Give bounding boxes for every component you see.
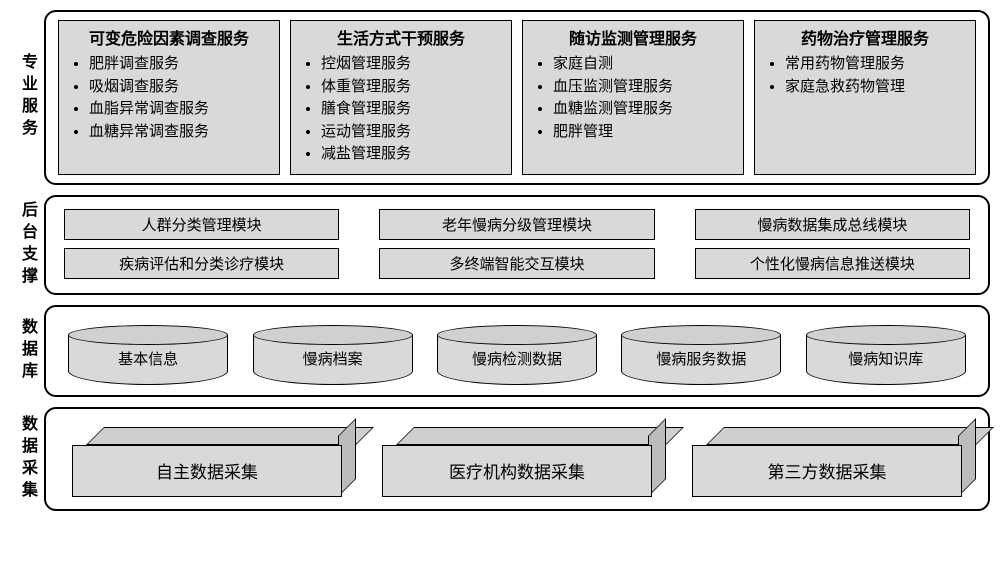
backend-module: 人群分类管理模块 — [64, 209, 339, 240]
services-body: 可变危险因素调查服务 肥胖调查服务 吸烟调查服务 血脂异常调查服务 血糖异常调查… — [44, 10, 990, 185]
collection-body: 自主数据采集 医疗机构数据采集 第三方数据采集 — [44, 407, 990, 511]
database-body: 基本信息 慢病档案 慢病检测数据 慢病服务数据 慢病知识库 — [44, 305, 990, 397]
panel-item: 减盐管理服务 — [321, 143, 503, 166]
backend-body: 人群分类管理模块 老年慢病分级管理模块 慢病数据集成总线模块 疾病评估和分类诊疗… — [44, 195, 990, 295]
cylinder-top-icon — [806, 325, 966, 345]
cylinder-top-icon — [253, 325, 413, 345]
panel-title: 可变危险因素调查服务 — [67, 25, 271, 49]
slab-label: 医疗机构数据采集 — [382, 445, 652, 497]
panel-item: 肥胖调查服务 — [89, 53, 271, 76]
service-panel: 可变危险因素调查服务 肥胖调查服务 吸烟调查服务 血脂异常调查服务 血糖异常调查… — [58, 20, 280, 175]
db-cylinder: 慢病检测数据 — [437, 325, 597, 385]
panel-title: 随访监测管理服务 — [531, 25, 735, 49]
cylinder-top-icon — [437, 325, 597, 345]
panel-item: 吸烟调查服务 — [89, 76, 271, 99]
collection-slab: 医疗机构数据采集 — [382, 427, 652, 497]
panel-item: 血糖监测管理服务 — [553, 98, 735, 121]
panel-item: 血脂异常调查服务 — [89, 98, 271, 121]
section-label-collection: 数据采集 — [10, 407, 44, 511]
collection-slabs: 自主数据采集 医疗机构数据采集 第三方数据采集 — [58, 417, 976, 501]
service-panel: 生活方式干预服务 控烟管理服务 体重管理服务 膳食管理服务 运动管理服务 减盐管… — [290, 20, 512, 175]
panel-title: 药物治疗管理服务 — [763, 25, 967, 49]
cylinder-top-icon — [68, 325, 228, 345]
service-panel: 药物治疗管理服务 常用药物管理服务 家庭急救药物管理 — [754, 20, 976, 175]
panel-list: 控烟管理服务 体重管理服务 膳食管理服务 运动管理服务 减盐管理服务 — [299, 53, 503, 166]
panel-list: 常用药物管理服务 家庭急救药物管理 — [763, 53, 967, 98]
section-database: 数据库 基本信息 慢病档案 慢病检测数据 慢病服务数据 慢病知识库 — [10, 305, 990, 397]
db-cylinder: 慢病档案 — [253, 325, 413, 385]
panel-item: 常用药物管理服务 — [785, 53, 967, 76]
panel-list: 家庭自测 血压监测管理服务 血糖监测管理服务 肥胖管理 — [531, 53, 735, 143]
service-panel: 随访监测管理服务 家庭自测 血压监测管理服务 血糖监测管理服务 肥胖管理 — [522, 20, 744, 175]
collection-slab: 第三方数据采集 — [692, 427, 962, 497]
panel-item: 膳食管理服务 — [321, 98, 503, 121]
slab-label: 自主数据采集 — [72, 445, 342, 497]
panel-item: 家庭自测 — [553, 53, 735, 76]
backend-module: 老年慢病分级管理模块 — [379, 209, 654, 240]
panel-item: 肥胖管理 — [553, 121, 735, 144]
section-label-backend: 后台支撑 — [10, 195, 44, 295]
cylinder-top-icon — [621, 325, 781, 345]
panel-item: 控烟管理服务 — [321, 53, 503, 76]
section-label-database: 数据库 — [10, 305, 44, 397]
db-cylinder: 慢病服务数据 — [621, 325, 781, 385]
backend-module: 个性化慢病信息推送模块 — [695, 248, 970, 279]
db-cylinder: 慢病知识库 — [806, 325, 966, 385]
backend-module: 疾病评估和分类诊疗模块 — [64, 248, 339, 279]
db-cylinder: 基本信息 — [68, 325, 228, 385]
panel-item: 运动管理服务 — [321, 121, 503, 144]
service-panels: 可变危险因素调查服务 肥胖调查服务 吸烟调查服务 血脂异常调查服务 血糖异常调查… — [58, 20, 976, 175]
section-backend: 后台支撑 人群分类管理模块 老年慢病分级管理模块 慢病数据集成总线模块 疾病评估… — [10, 195, 990, 295]
collection-slab: 自主数据采集 — [72, 427, 342, 497]
slab-top-icon — [396, 427, 684, 445]
panel-list: 肥胖调查服务 吸烟调查服务 血脂异常调查服务 血糖异常调查服务 — [67, 53, 271, 143]
backend-module: 慢病数据集成总线模块 — [695, 209, 970, 240]
panel-item: 体重管理服务 — [321, 76, 503, 99]
backend-modules: 人群分类管理模块 老年慢病分级管理模块 慢病数据集成总线模块 疾病评估和分类诊疗… — [58, 205, 976, 283]
panel-item: 血压监测管理服务 — [553, 76, 735, 99]
backend-module: 多终端智能交互模块 — [379, 248, 654, 279]
panel-item: 血糖异常调查服务 — [89, 121, 271, 144]
section-services: 专业服务 可变危险因素调查服务 肥胖调查服务 吸烟调查服务 血脂异常调查服务 血… — [10, 10, 990, 185]
section-collection: 数据采集 自主数据采集 医疗机构数据采集 第三方数据采集 — [10, 407, 990, 511]
slab-top-icon — [706, 427, 994, 445]
slab-top-icon — [86, 427, 374, 445]
database-cylinders: 基本信息 慢病档案 慢病检测数据 慢病服务数据 慢病知识库 — [58, 315, 976, 387]
panel-item: 家庭急救药物管理 — [785, 76, 967, 99]
panel-title: 生活方式干预服务 — [299, 25, 503, 49]
section-label-services: 专业服务 — [10, 10, 44, 185]
slab-label: 第三方数据采集 — [692, 445, 962, 497]
